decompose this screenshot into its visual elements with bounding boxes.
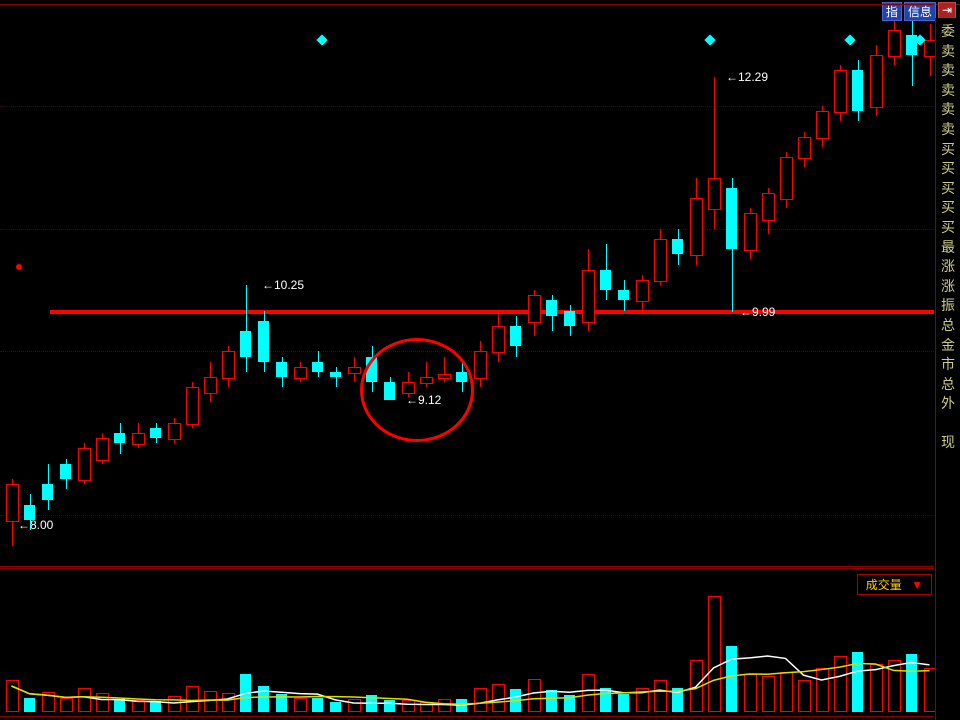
price-annotation: ←10.25 — [262, 278, 304, 292]
candle — [294, 367, 307, 379]
candle — [600, 270, 611, 290]
price-annotation: ←8.00 — [18, 518, 53, 532]
sidebar-label: 买 — [936, 140, 960, 160]
sidebar-label: 卖 — [936, 100, 960, 120]
candle — [582, 270, 595, 323]
sidebar-label: 现 — [936, 433, 960, 453]
candle — [744, 213, 757, 251]
price-annotation: ←12.29 — [726, 70, 768, 84]
dropdown-icon: ▼ — [911, 578, 923, 592]
sidebar-label: 卖 — [936, 120, 960, 140]
sidebar-label: 委 — [936, 22, 960, 42]
resistance-line — [50, 310, 934, 314]
order-book-sidebar[interactable]: 委卖卖卖卖卖买买买买买最涨涨振总金市总外 现 — [935, 18, 960, 720]
sidebar-label: 买 — [936, 179, 960, 199]
candle — [60, 464, 71, 479]
candle — [312, 362, 323, 372]
signal-diamond-icon — [316, 34, 327, 45]
candle — [204, 377, 217, 394]
sidebar-label: 外 — [936, 394, 960, 414]
candle — [186, 387, 199, 425]
sidebar-label: 买 — [936, 218, 960, 238]
panel-divider — [0, 568, 934, 569]
candle — [492, 326, 505, 354]
signal-diamond-icon — [704, 34, 715, 45]
candle — [474, 351, 487, 379]
candle — [132, 433, 145, 445]
volume-chart[interactable] — [0, 592, 934, 716]
price-annotation: ←9.12 — [406, 393, 441, 407]
sidebar-label: 卖 — [936, 81, 960, 101]
sidebar-label: 卖 — [936, 61, 960, 81]
sidebar-label: 市 — [936, 355, 960, 375]
candle — [78, 448, 91, 481]
candle — [816, 111, 829, 139]
candle — [726, 188, 737, 249]
volume-indicator-button[interactable]: 成交量 ▼ — [857, 574, 932, 595]
candle — [888, 30, 901, 58]
candle — [150, 428, 161, 438]
candle — [780, 157, 793, 200]
candle — [240, 331, 251, 357]
candle — [708, 178, 721, 211]
sidebar-label: 买 — [936, 198, 960, 218]
highlight-circle — [360, 338, 474, 442]
candle — [42, 484, 53, 499]
candle — [834, 70, 847, 113]
candle — [330, 372, 341, 377]
sidebar-label: 卖 — [936, 42, 960, 62]
candle — [114, 433, 125, 443]
candle — [618, 290, 629, 300]
candle — [762, 193, 775, 221]
volume-label: 成交量 — [866, 578, 902, 592]
candle — [258, 321, 269, 362]
signal-diamond-icon — [844, 34, 855, 45]
candle — [528, 295, 541, 323]
candle — [672, 239, 683, 254]
price-annotation: ←9.99 — [740, 305, 775, 319]
candlestick-chart[interactable]: ←8.00 ←10.25 ←9.12 ←9.99 ←12.29 — [0, 4, 934, 566]
candle — [222, 351, 235, 379]
candle — [690, 198, 703, 256]
sidebar-label: 总 — [936, 316, 960, 336]
signal-dot-icon — [16, 264, 22, 270]
candle — [96, 438, 109, 460]
candle — [654, 239, 667, 282]
candle — [798, 137, 811, 159]
sidebar-label: 涨 — [936, 257, 960, 277]
candle — [6, 484, 19, 522]
candle — [852, 70, 863, 111]
candle — [168, 423, 181, 440]
candle — [510, 326, 521, 346]
candle — [564, 311, 575, 326]
sidebar-label: 最 — [936, 238, 960, 258]
sidebar-label: 涨 — [936, 277, 960, 297]
candle — [276, 362, 287, 377]
candle — [348, 367, 361, 374]
candle — [870, 55, 883, 108]
candle — [636, 280, 649, 302]
sidebar-label: 金 — [936, 336, 960, 356]
sidebar-label: 振 — [936, 296, 960, 316]
candle — [546, 300, 557, 315]
sidebar-label: 总 — [936, 375, 960, 395]
sidebar-label: 买 — [936, 159, 960, 179]
sidebar-label — [936, 414, 960, 434]
